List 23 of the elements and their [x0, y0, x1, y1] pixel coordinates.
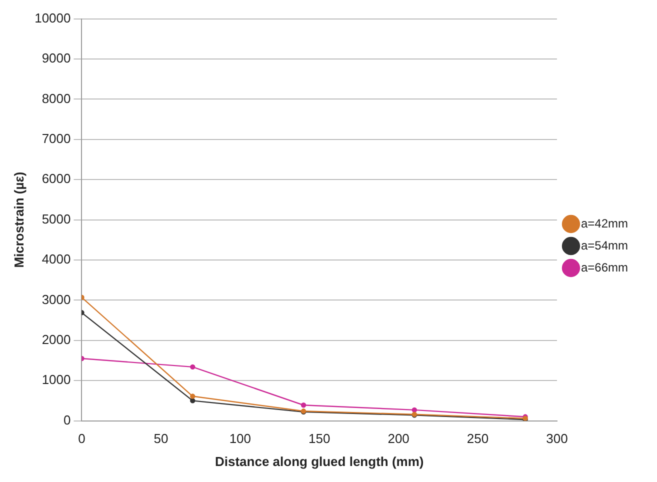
legend-label: a=54mm	[580, 238, 628, 252]
legend-label: a=42mm	[580, 216, 628, 230]
y-tick-label: 8000	[42, 90, 71, 106]
y-tick-label: 4000	[42, 252, 71, 267]
x-tick-label: 0	[78, 431, 86, 446]
x-tick-label: 300	[546, 431, 568, 446]
y-tick-label: 0	[64, 412, 71, 428]
y-tick-label: 5000	[42, 211, 71, 226]
x-tick-label: 250	[466, 431, 489, 446]
y-tick-label: 2000	[42, 332, 71, 347]
y-tick-label: 6000	[42, 171, 71, 186]
y-tick-label: 10000	[34, 10, 71, 26]
x-axis-title: Distance along glued length (mm)	[214, 454, 424, 469]
y-tick-label: 7000	[42, 130, 71, 146]
y-tick-label: 3000	[42, 292, 71, 307]
x-tick-label: 50	[154, 431, 168, 446]
x-tick-label: 100	[229, 431, 252, 446]
legend-label: a=66mm	[580, 260, 628, 274]
x-tick-label: 150	[308, 431, 330, 446]
x-tick-label: 200	[388, 431, 410, 446]
y-tick-label: 1000	[42, 372, 71, 388]
y-axis-title: Microstrain (µε)	[11, 172, 26, 268]
y-tick-label: 9000	[42, 50, 71, 66]
